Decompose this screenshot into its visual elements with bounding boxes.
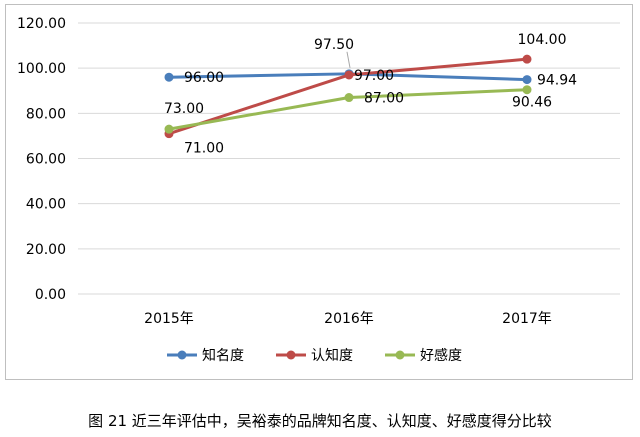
y-tick-label: 60.00 bbox=[26, 152, 66, 168]
data-point bbox=[344, 70, 354, 80]
data-label: 73.00 bbox=[164, 101, 204, 117]
data-label: 97.50 bbox=[314, 37, 354, 53]
data-point bbox=[164, 72, 174, 82]
legend-label: 好感度 bbox=[420, 347, 462, 364]
data-label: 96.00 bbox=[184, 70, 224, 86]
legend-marker bbox=[395, 350, 405, 360]
data-label: 87.00 bbox=[364, 91, 404, 107]
x-tick-label: 2015年 bbox=[144, 311, 194, 327]
data-point bbox=[344, 93, 354, 103]
data-point bbox=[522, 75, 532, 85]
data-point bbox=[522, 54, 532, 64]
data-label: 94.94 bbox=[537, 73, 577, 89]
x-tick-label: 2017年 bbox=[502, 311, 552, 327]
legend-label: 知名度 bbox=[202, 347, 244, 364]
data-point bbox=[164, 124, 174, 134]
data-label: 104.00 bbox=[518, 32, 567, 48]
data-label: 97.00 bbox=[354, 68, 394, 84]
label-leader-line bbox=[346, 51, 351, 68]
y-tick-label: 40.00 bbox=[26, 197, 66, 213]
legend-label: 认知度 bbox=[311, 347, 353, 364]
data-label: 71.00 bbox=[184, 141, 224, 157]
figure-caption: 图 21 近三年评估中，吴裕泰的品牌知名度、认知度、好感度得分比较 bbox=[88, 412, 552, 430]
y-tick-label: 80.00 bbox=[26, 106, 66, 122]
x-tick-label: 2016年 bbox=[324, 311, 374, 327]
y-tick-label: 100.00 bbox=[17, 61, 66, 77]
legend-marker bbox=[286, 350, 296, 360]
y-tick-label: 0.00 bbox=[35, 287, 66, 303]
chart-frame bbox=[5, 4, 633, 380]
data-point bbox=[522, 85, 532, 95]
data-label: 90.46 bbox=[512, 95, 552, 111]
legend-marker bbox=[177, 350, 187, 360]
y-tick-label: 120.00 bbox=[17, 16, 66, 32]
y-tick-label: 20.00 bbox=[26, 242, 66, 258]
